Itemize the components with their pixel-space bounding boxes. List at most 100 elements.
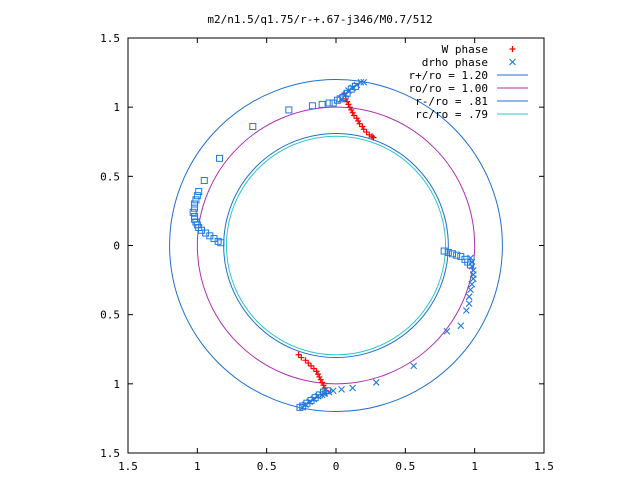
series-1-point-17 [462, 307, 470, 314]
series-1-point-12 [469, 275, 477, 283]
series-2-point-1 [325, 99, 333, 107]
y-tick-label-5: 1 [113, 378, 120, 391]
y-tick-label-2: 0.5 [100, 170, 120, 183]
x-tick-label-3: 0 [333, 460, 340, 473]
series-0-point-23 [310, 365, 317, 372]
series-0-point-3 [344, 98, 351, 105]
series-1-point-21 [372, 379, 380, 386]
reference-circle-0 [169, 79, 503, 412]
legend-label-2: r+/ro = 1.20 [409, 69, 488, 82]
series-0-point-19 [298, 354, 305, 361]
y-tick-label-4: 0.5 [100, 309, 120, 322]
data-series [189, 78, 477, 411]
legend-label-0: W phase [442, 43, 488, 56]
x-tick-label-1: 1 [194, 460, 201, 473]
series-2-point-36 [343, 89, 351, 97]
series-0-point-4 [345, 101, 352, 108]
y-tick-label-0: 1.5 [100, 32, 120, 45]
series-1-point-19 [443, 327, 451, 335]
series-0-point-20 [302, 357, 309, 364]
series-0-point-12 [359, 123, 366, 130]
series-1-point-13 [468, 280, 476, 288]
series-2-point-11 [191, 200, 199, 208]
series-0-point-17 [370, 134, 377, 141]
axis-ticks: 1.5 1 0.5 0 0.5 1 1.51.510.500.511.5 [100, 32, 554, 473]
y-tick-label-6: 1.5 [100, 447, 120, 460]
series-2-point-6 [216, 154, 224, 162]
series-0-point-5 [346, 104, 353, 111]
series-0-point-29 [320, 382, 327, 389]
series-1 [299, 78, 477, 411]
series-0-point-10 [355, 118, 362, 124]
series-1-point-20 [410, 362, 418, 370]
series-2-point-3 [308, 102, 316, 110]
series-0-point-26 [316, 373, 323, 380]
series-0-point-22 [308, 362, 315, 369]
series-1-point-22 [349, 384, 357, 392]
x-tick-label-6: 1.5 [534, 460, 554, 473]
series-0-point-24 [313, 368, 320, 375]
series-2-point-9 [193, 192, 201, 200]
series-0-point-14 [363, 129, 370, 136]
series-2-point-13 [189, 208, 197, 216]
series-0-point-6 [348, 106, 355, 113]
x-tick-label-0: 1.5 [118, 460, 138, 473]
series-0-point-15 [366, 131, 373, 138]
y-tick-label-1: 1 [113, 101, 120, 114]
legend-label-3: ro/ro = 1.00 [409, 82, 488, 95]
series-0-point-11 [356, 120, 363, 127]
x-tick-label-5: 1 [471, 460, 478, 473]
chart-title: m2/n1.5/q1.75/r-+.67-j346/M0.7/512 [207, 13, 432, 26]
series-2-point-46 [296, 403, 304, 411]
reference-circle-3 [225, 135, 447, 356]
series-2-point-12 [191, 204, 199, 212]
series-2-point-7 [200, 176, 208, 184]
x-tick-label-2: 0.5 [257, 460, 277, 473]
series-0-point-9 [353, 115, 360, 122]
series-2-point-24 [217, 239, 225, 247]
series-2-point-27 [448, 250, 456, 258]
series-2-point-4 [285, 106, 293, 114]
series-1-point-23 [338, 385, 345, 393]
series-2-point-39 [324, 387, 332, 395]
series-1-point-14 [467, 286, 474, 294]
series-0-point-18 [295, 351, 302, 358]
series-1-point-16 [465, 300, 473, 307]
series-0-point-28 [319, 379, 326, 386]
series-0-point-16 [369, 133, 376, 140]
series-2-point-26 [444, 248, 452, 256]
series-0-point-25 [314, 371, 321, 378]
series-2-point-8 [195, 188, 203, 196]
series-1-point-6 [360, 78, 368, 86]
series-2 [189, 82, 475, 411]
y-tick-label-3: 0 [113, 240, 120, 253]
reference-circle-2 [223, 132, 449, 359]
series-1-point-5 [357, 78, 365, 86]
series-2-point-5 [249, 123, 257, 131]
series-1-point-18 [457, 322, 465, 330]
legend-swatch-0 [509, 46, 516, 52]
series-1-point-7 [467, 254, 474, 262]
series-1-point-15 [465, 293, 473, 301]
series-1-point-24 [329, 387, 337, 395]
series-2-point-28 [453, 251, 461, 259]
series-2-point-35 [339, 93, 347, 101]
legend-swatch-1 [509, 58, 516, 66]
legend-label-1: drho phase [422, 56, 488, 69]
series-0-point-27 [317, 376, 324, 383]
reference-circle-1 [196, 106, 476, 385]
series-0-point-21 [305, 360, 312, 367]
series-2-point-2 [318, 100, 326, 108]
series-0-point-8 [351, 112, 358, 119]
series-2-point-32 [467, 261, 475, 269]
series-0-point-7 [349, 109, 356, 116]
x-tick-label-4: 0.5 [395, 460, 415, 473]
series-2-point-38 [351, 82, 359, 90]
legend-label-5: rc/ro = .79 [415, 108, 488, 121]
series-0-point-13 [360, 126, 367, 133]
series-2-point-25 [440, 247, 448, 255]
series-2-point-10 [192, 196, 200, 204]
legend-label-4: r-/ro = .81 [415, 95, 488, 108]
